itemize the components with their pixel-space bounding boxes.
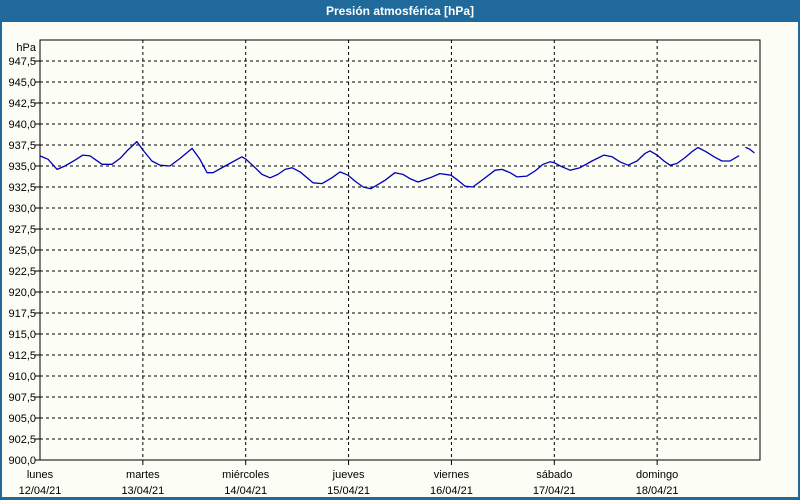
- y-tick-label: 912,5: [8, 350, 36, 362]
- y-tick-label: 945,0: [8, 77, 36, 89]
- day-date-label: 12/04/21: [19, 485, 62, 497]
- day-date-label: 16/04/21: [430, 485, 473, 497]
- day-date-label: 17/04/21: [533, 485, 576, 497]
- y-tick-label: 925,0: [8, 245, 36, 257]
- y-tick-label: 917,5: [8, 308, 36, 320]
- y-axis-unit-label: hPa: [16, 42, 36, 54]
- day-name-label: martes: [126, 469, 160, 481]
- day-date-label: 15/04/21: [327, 485, 370, 497]
- title-bar: Presión atmosférica [hPa]: [0, 0, 800, 22]
- y-tick-label: 910,0: [8, 371, 36, 383]
- day-name-label: sábado: [536, 469, 572, 481]
- day-name-label: domingo: [636, 469, 678, 481]
- y-tick-label: 930,0: [8, 203, 36, 215]
- pressure-line: [39, 140, 740, 190]
- y-tick-label: 900,0: [8, 455, 36, 467]
- day-name-label: lunes: [27, 469, 54, 481]
- window-title: Presión atmosférica [hPa]: [325, 4, 475, 18]
- y-tick-label: 927,5: [8, 224, 36, 236]
- y-tick-label: 940,0: [8, 119, 36, 131]
- y-tick-label: 937,5: [8, 140, 36, 152]
- y-tick-label: 920,0: [8, 287, 36, 299]
- y-tick-label: 907,5: [8, 392, 36, 404]
- y-tick-label: 902,5: [8, 434, 36, 446]
- day-name-label: miércoles: [222, 469, 270, 481]
- y-tick-label: 922,5: [8, 266, 36, 278]
- y-tick-label: 915,0: [8, 329, 36, 341]
- day-date-label: 18/04/21: [636, 485, 679, 497]
- day-date-label: 14/04/21: [224, 485, 267, 497]
- y-tick-label: 935,0: [8, 161, 36, 173]
- window-border-bottom: [0, 497, 800, 500]
- y-tick-label: 947,5: [8, 56, 36, 68]
- y-tick-label: 942,5: [8, 98, 36, 110]
- y-tick-label: 905,0: [8, 413, 36, 425]
- window-border-left: [0, 0, 2, 500]
- window-border-right: [798, 0, 800, 500]
- day-date-label: 13/04/21: [121, 485, 164, 497]
- plot-frame: [39, 39, 761, 461]
- day-name-label: viernes: [434, 469, 470, 481]
- pressure-line: [745, 146, 755, 154]
- day-name-label: jueves: [332, 469, 365, 481]
- y-tick-label: 932,5: [8, 182, 36, 194]
